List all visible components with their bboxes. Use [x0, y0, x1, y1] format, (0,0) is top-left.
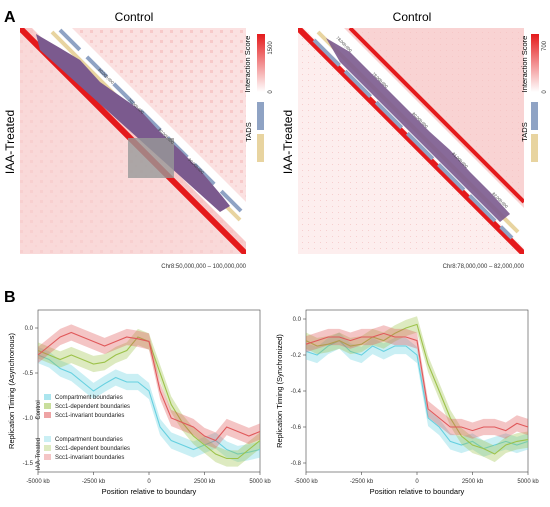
legend-treated-label: IAA-Treated [36, 438, 42, 470]
left-scale-label: Interaction Score [243, 36, 252, 93]
series-line [37, 331, 261, 442]
y-tick-label: -1.5 [23, 461, 34, 467]
y-axis-title: Replication Timing (Synchronized) [275, 334, 284, 448]
x-tick-label: 5000 kb [249, 479, 271, 485]
x-tick-label: 2500 kb [462, 479, 484, 485]
chart-legend: Control IAA-Treated Compartment boundari… [36, 394, 130, 470]
x-tick-label: -2500 kb [350, 479, 374, 485]
y-tick-label: -0.2 [291, 353, 302, 359]
legend-swatch-dependent-control [44, 403, 51, 409]
left-heatmap-side-label: IAA-Treated [3, 110, 17, 174]
x-tick-label: 2500 kb [194, 479, 216, 485]
legend-dependent-treated: Scc1-dependent boundaries [55, 446, 130, 452]
legend-control-label: Control [36, 400, 42, 419]
right-heatmap-side-label: IAA-Treated [281, 110, 295, 174]
y-tick-label: -0.5 [23, 371, 34, 377]
series-band [38, 328, 260, 467]
y-tick-label: -1.0 [23, 416, 34, 422]
left-tads-label: TADS [244, 122, 253, 141]
y-tick-label: -0.4 [291, 389, 302, 395]
right-scale-bar [531, 34, 539, 92]
right-tads-label: TADS [520, 122, 529, 141]
series-line [305, 323, 529, 455]
replication-timing-chart-sync: -5000 kb -2500 kb 0 2500 kb 5000 kb 0.0 -0.2 -0… [275, 309, 539, 496]
legend-invariant-treated: Scc1-invariant boundaries [55, 455, 124, 461]
y-tick-label: 0.0 [293, 317, 302, 323]
left-scale-bar [257, 34, 265, 92]
left-scale-min: 0 [268, 90, 274, 94]
series-line [305, 339, 529, 450]
right-heatmap-coords: Chr8:78,000,000 – 82,000,000 [443, 264, 525, 270]
legend-compartment-treated: Compartment boundaries [55, 437, 123, 443]
y-tick-label: 0.0 [25, 326, 34, 332]
right-scale-max: 700 [542, 40, 548, 51]
legend-swatch-compartment-control [44, 394, 51, 400]
x-tick-label: -5000 kb [26, 479, 50, 485]
series-band [306, 332, 528, 457]
right-heatmap-title: Control [393, 10, 432, 24]
right-scale-label: Interaction Score [520, 36, 529, 93]
replication-timing-chart-async: -5000 kb -2500 kb 0 2500 kb 5000 kb 0.0 -0.5 -1… [7, 309, 271, 496]
y-tick-label: -0.6 [291, 425, 302, 431]
x-axis-title: Position relative to boundary [102, 487, 197, 496]
legend-swatch-invariant-control [44, 412, 51, 418]
left-tads-legend-blue [257, 102, 264, 130]
left-tads-legend-tan [257, 134, 264, 162]
right-scale-min: 0 [542, 90, 548, 94]
legend-compartment-control: Compartment boundaries [55, 395, 123, 401]
y-tick-label: -0.8 [291, 461, 302, 467]
right-tads-legend-blue [531, 102, 538, 130]
series-band [38, 346, 260, 463]
series-band [306, 316, 528, 463]
legend-swatch-compartment-treated [44, 436, 51, 442]
legend-dependent-control: Scc1-dependent boundaries [55, 404, 130, 410]
x-tick-label: 0 [147, 479, 151, 485]
panel-letter-a: A [4, 9, 16, 26]
legend-swatch-dependent-treated [44, 445, 51, 451]
y-axis-title: Replication Timing (Asynchronous) [7, 333, 16, 449]
x-axis-title: Position relative to boundary [370, 487, 465, 496]
series-line [37, 354, 261, 455]
right-tads-legend-tan [531, 134, 538, 162]
legend-invariant-control: Scc1-invariant boundaries [55, 413, 124, 419]
left-scale-max: 1500 [268, 41, 274, 55]
series-line [305, 332, 529, 432]
left-heatmap-title: Control [115, 10, 154, 24]
x-tick-label: -5000 kb [294, 479, 318, 485]
x-tick-label: 5000 kb [517, 479, 539, 485]
legend-swatch-invariant-treated [44, 454, 51, 460]
heatmap-right [298, 28, 524, 254]
x-tick-label: -2500 kb [82, 479, 106, 485]
x-tick-label: 0 [415, 479, 419, 485]
heatmap-left [20, 28, 246, 254]
left-heatmap-coords: Chr8:50,000,000 – 100,000,000 [161, 264, 246, 270]
panel-letter-b: B [4, 289, 16, 306]
